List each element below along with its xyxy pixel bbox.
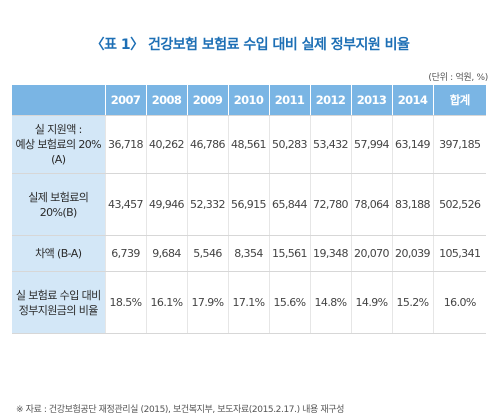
table-cell: 19,348 bbox=[309, 235, 351, 272]
table-cell: 78,064 bbox=[350, 173, 392, 236]
table-cell: 36,718 bbox=[104, 115, 146, 174]
row-label-line: 실제 보험료의 bbox=[28, 190, 89, 204]
data-table: 2007 2008 2009 2010 2011 2012 2013 2014 … bbox=[12, 85, 486, 334]
table-cell: 17.1% bbox=[227, 271, 269, 334]
table-cell: 50,283 bbox=[268, 115, 310, 174]
corner-cell bbox=[12, 85, 105, 116]
column-header: 2008 bbox=[145, 85, 187, 116]
table-cell: 18.5% bbox=[104, 271, 146, 334]
column-header: 2013 bbox=[350, 85, 392, 116]
table-cell: 14.9% bbox=[350, 271, 392, 334]
column-header-total: 합계 bbox=[432, 85, 486, 116]
column-header: 2011 bbox=[268, 85, 310, 116]
row-label-line: 예상 보험료의 20%(A) bbox=[15, 138, 102, 166]
table-cell: 20,070 bbox=[350, 235, 392, 272]
table-row: 실 지원액 : 예상 보험료의 20%(A) 36,718 40,262 46,… bbox=[12, 115, 486, 174]
column-header: 2009 bbox=[186, 85, 228, 116]
table-cell: 72,780 bbox=[309, 173, 351, 236]
header-row: 2007 2008 2009 2010 2011 2012 2013 2014 … bbox=[12, 85, 486, 116]
table-row: 실제 보험료의 20%(B) 43,457 49,946 52,332 56,9… bbox=[12, 173, 486, 236]
column-header: 2007 bbox=[104, 85, 146, 116]
table-cell-total: 16.0% bbox=[432, 271, 486, 334]
table-cell: 63,149 bbox=[391, 115, 433, 174]
table-cell: 43,457 bbox=[104, 173, 146, 236]
table-cell: 40,262 bbox=[145, 115, 187, 174]
column-header: 2014 bbox=[391, 85, 433, 116]
table-cell-total: 397,185 bbox=[432, 115, 486, 174]
table-row: 실 보험료 수입 대비 정부지원금의 비율 18.5% 16.1% 17.9% … bbox=[12, 271, 486, 334]
table-title: 〈표 1〉 건강보험 보험료 수입 대비 실제 정부지원 비율 bbox=[90, 37, 410, 53]
table-cell-total: 105,341 bbox=[432, 235, 486, 272]
unit-note: (단위 : 억원, %) bbox=[428, 73, 488, 83]
table-cell: 48,561 bbox=[227, 115, 269, 174]
table-cell: 56,915 bbox=[227, 173, 269, 236]
row-label: 실 지원액 : 예상 보험료의 20%(A) bbox=[12, 115, 105, 174]
table-cell: 16.1% bbox=[145, 271, 187, 334]
column-header: 2010 bbox=[227, 85, 269, 116]
row-label-line: 정부지원금의 비율 bbox=[18, 303, 99, 317]
table-row: 차액 (B-A) 6,739 9,684 5,546 8,354 15,561 … bbox=[12, 235, 486, 272]
table-cell: 6,739 bbox=[104, 235, 146, 272]
table-cell: 15,561 bbox=[268, 235, 310, 272]
row-label-line: 20%(B) bbox=[39, 205, 78, 219]
row-label: 실제 보험료의 20%(B) bbox=[12, 173, 105, 236]
column-header: 2012 bbox=[309, 85, 351, 116]
table-cell: 46,786 bbox=[186, 115, 228, 174]
table-cell-total: 502,526 bbox=[432, 173, 486, 236]
row-label: 실 보험료 수입 대비 정부지원금의 비율 bbox=[12, 271, 105, 334]
table-cell: 8,354 bbox=[227, 235, 269, 272]
row-label-line: 실 보험료 수입 대비 bbox=[15, 288, 101, 302]
source-note: ※ 자료 : 건강보험공단 재정관리실 (2015), 보건복지부, 보도자료(… bbox=[16, 405, 345, 415]
table-cell: 5,546 bbox=[186, 235, 228, 272]
table-cell: 65,844 bbox=[268, 173, 310, 236]
table-cell: 20,039 bbox=[391, 235, 433, 272]
table-cell: 9,684 bbox=[145, 235, 187, 272]
table-cell: 49,946 bbox=[145, 173, 187, 236]
table-cell: 14.8% bbox=[309, 271, 351, 334]
table-cell: 15.2% bbox=[391, 271, 433, 334]
row-label: 차액 (B-A) bbox=[12, 235, 105, 272]
table-cell: 83,188 bbox=[391, 173, 433, 236]
table-cell: 15.6% bbox=[268, 271, 310, 334]
table-cell: 17.9% bbox=[186, 271, 228, 334]
row-label-line: 실 지원액 : bbox=[34, 123, 83, 136]
row-label-line: 차액 (B-A) bbox=[35, 247, 82, 260]
table-cell: 53,432 bbox=[309, 115, 351, 174]
table-cell: 57,994 bbox=[350, 115, 392, 174]
table-cell: 52,332 bbox=[186, 173, 228, 236]
